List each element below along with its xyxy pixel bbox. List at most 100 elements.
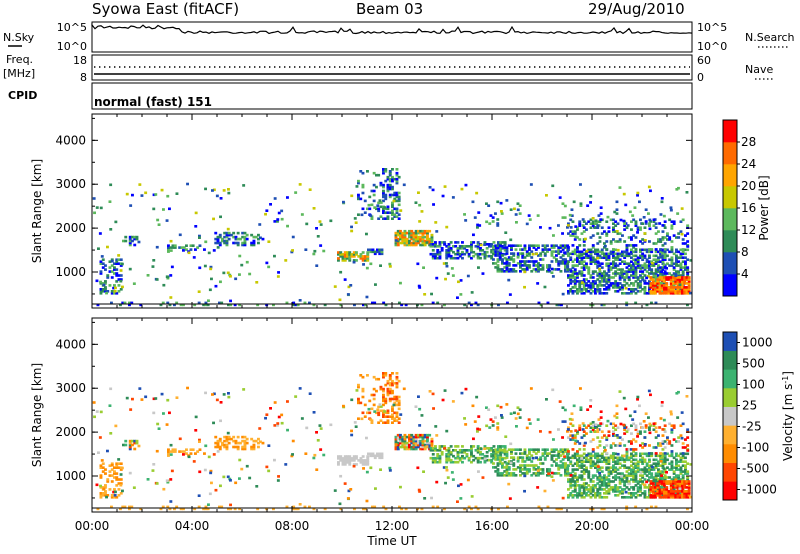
power-scatter-cell xyxy=(425,241,429,244)
power-scatter-cell xyxy=(388,173,392,177)
power-scatter-cell xyxy=(686,258,690,261)
power-scatter-cell xyxy=(474,301,478,305)
velocity-scatter-cell xyxy=(652,468,656,471)
power-scatter-cell xyxy=(672,276,675,279)
velocity-scatter-cell xyxy=(685,492,689,495)
velocity-scatter-cell xyxy=(373,456,377,460)
velocity-scatter-cell xyxy=(248,476,252,480)
power-scatter-cell xyxy=(386,205,390,209)
power-scatter-cell xyxy=(615,212,619,215)
power-scatter-cell xyxy=(410,233,414,237)
velocity-scatter-cell xyxy=(456,460,460,464)
velocity-scatter-cell xyxy=(171,448,175,451)
velocity-scatter-cell xyxy=(104,468,107,471)
velocity-scatter-cell xyxy=(643,460,647,463)
velocity-scatter-cell xyxy=(578,454,582,458)
velocity-scatter-cell xyxy=(361,461,365,464)
power-scatter-cell xyxy=(654,284,657,287)
velocity-scatter-cell xyxy=(403,445,407,449)
power-scatter-cell xyxy=(582,244,586,247)
power-scatter-cell xyxy=(589,218,593,222)
power-scatter-cell xyxy=(616,258,620,261)
power-scatter-cell xyxy=(494,247,498,250)
velocity-scatter-cell xyxy=(571,490,575,493)
velocity-scatter-cell xyxy=(414,437,418,441)
velocity-scatter-cell xyxy=(679,466,683,469)
power-scatter-cell xyxy=(368,207,372,211)
power-scatter-cell xyxy=(569,234,573,237)
power-scatter-cell xyxy=(582,274,586,277)
velocity-scatter-cell xyxy=(124,439,128,443)
power-scatter-cell xyxy=(612,228,615,231)
power-scatter-cell xyxy=(189,248,193,251)
velocity-scatter-cell xyxy=(594,454,597,458)
velocity-scatter-cell xyxy=(494,458,498,461)
velocity-scatter-cell xyxy=(657,464,660,467)
velocity-scatter-cell xyxy=(530,464,534,467)
velocity-scatter-cell xyxy=(550,464,554,467)
power-scatter-cell xyxy=(382,217,385,220)
power-scatter-cell xyxy=(395,168,399,171)
power-scatter-cell xyxy=(99,262,103,265)
velocity-scatter-cell xyxy=(648,468,651,471)
velocity-scatter-cell xyxy=(589,490,593,493)
velocity-scatter-cell xyxy=(361,387,365,391)
velocity-scatter-cell xyxy=(378,456,382,460)
power-scatter-cell xyxy=(527,214,531,217)
velocity-scatter-cell xyxy=(648,472,651,475)
power-scatter-cell xyxy=(657,284,660,287)
power-scatter-cell xyxy=(106,290,110,293)
velocity-xlabel: Time UT xyxy=(366,534,417,548)
velocity-scatter-cell xyxy=(487,408,491,411)
power-scatter-cell xyxy=(204,240,208,244)
power-scatter-cell xyxy=(393,213,397,216)
power-scatter-cell xyxy=(234,237,238,241)
velocity-scatter-cell xyxy=(676,482,680,485)
power-scatter-cell xyxy=(507,278,511,282)
velocity-scatter-cell xyxy=(461,456,464,460)
velocity-scatter-cell xyxy=(384,415,388,418)
power-scatter-cell xyxy=(684,262,687,265)
velocity-scatter-cell xyxy=(377,377,381,381)
power-colorbar-segment xyxy=(723,252,737,275)
velocity-scatter-cell xyxy=(392,403,396,407)
velocity-scatter-cell xyxy=(450,471,454,474)
power-scatter-cell xyxy=(654,280,658,283)
velocity-scatter-cell xyxy=(648,494,651,497)
velocity-scatter-cell xyxy=(652,466,656,469)
velocity-scatter-cell xyxy=(386,389,390,393)
power-scatter-cell xyxy=(501,245,505,248)
velocity-scatter-cell xyxy=(512,464,516,467)
power-scatter-cell xyxy=(456,241,460,244)
power-scatter-cell xyxy=(649,284,653,287)
velocity-scatter-cell xyxy=(578,494,582,497)
velocity-scatter-cell xyxy=(650,452,654,455)
velocity-scatter-cell xyxy=(605,466,609,469)
power-scatter-cell xyxy=(567,284,570,287)
velocity-scatter-cell xyxy=(362,507,365,511)
velocity-scatter-cell xyxy=(92,401,96,404)
power-scatter-cell xyxy=(614,274,618,277)
power-scatter-cell xyxy=(677,256,681,259)
power-scatter-cell xyxy=(600,226,604,229)
power-scatter-cell xyxy=(663,226,667,229)
velocity-scatter-cell xyxy=(516,406,520,409)
velocity-scatter-cell xyxy=(243,447,247,451)
power-scatter-cell xyxy=(598,280,602,283)
velocity-scatter-cell xyxy=(634,424,638,427)
power-scatter-cell xyxy=(225,235,229,239)
power-scatter-cell xyxy=(355,259,358,262)
power-scatter-cell xyxy=(165,275,169,278)
velocity-scatter-cell xyxy=(616,452,620,456)
velocity-scatter-cell xyxy=(243,435,247,439)
velocity-scatter-cell xyxy=(582,434,586,437)
velocity-scatter-cell xyxy=(408,433,411,437)
velocity-scatter-cell xyxy=(630,452,633,456)
velocity-scatter-cell xyxy=(616,476,620,479)
power-scatter-cell xyxy=(589,256,593,259)
velocity-scatter-cell xyxy=(641,462,645,465)
power-scatter-cell xyxy=(596,284,600,287)
velocity-scatter-cell xyxy=(675,440,678,443)
velocity-scatter-cell xyxy=(609,456,613,460)
power-scatter-cell xyxy=(591,250,595,254)
